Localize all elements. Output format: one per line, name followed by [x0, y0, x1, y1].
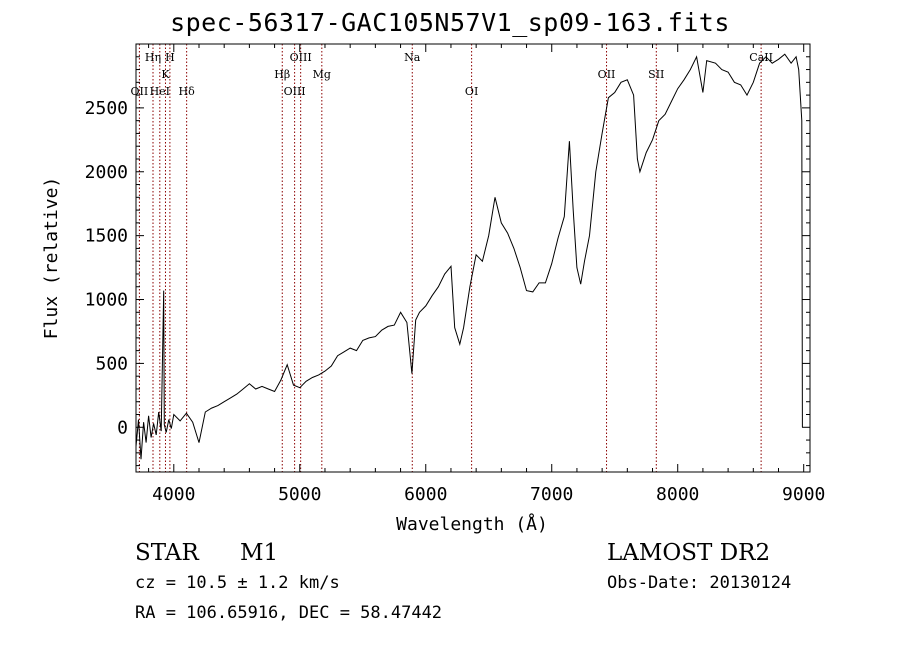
- spectrum-line: [135, 53, 803, 460]
- y-tick-label-1: 500: [95, 353, 128, 374]
- y-tick-label-2: 1000: [85, 290, 128, 311]
- y-tick-label-4: 2000: [85, 162, 128, 183]
- line-label-0: OII: [131, 85, 149, 98]
- line-label-9: Mg: [313, 68, 331, 81]
- line-markers: [138, 44, 762, 472]
- x-tick-label-5: 9000: [782, 484, 825, 505]
- plot-frame: [135, 43, 811, 473]
- line-label-8: OIII: [290, 51, 312, 64]
- x-tick-label-4: 8000: [656, 484, 699, 505]
- x-tick-label-2: 6000: [404, 484, 447, 505]
- y-tick-label-5: 2500: [85, 98, 128, 119]
- x-tick-label-1: 5000: [278, 484, 321, 505]
- observation-date: Obs-Date: 20130124: [607, 573, 792, 593]
- line-label-14: CaII: [749, 51, 773, 64]
- x-tick-label-3: 7000: [530, 484, 573, 505]
- chart-title: spec-56317-GAC105N57V1_sp09-163.fits: [170, 8, 730, 37]
- y-tick-label-0: 0: [117, 417, 128, 438]
- sky-coordinates: RA = 106.65916, DEC = 58.47442: [135, 603, 443, 623]
- y-ticks: 0 500 1000 1500 2000 2500: [85, 56, 810, 467]
- line-label-1: Hη: [145, 51, 161, 64]
- object-subclass: M1: [240, 540, 279, 566]
- line-label-5: Hδ: [179, 85, 196, 98]
- line-label-11: OI: [465, 85, 478, 98]
- line-label-6: Hβ: [274, 68, 290, 81]
- line-label-10: Na: [404, 51, 421, 64]
- line-label-3: K: [161, 68, 170, 81]
- y-axis-label: Flux (relative): [41, 177, 62, 340]
- x-axis-label: Wavelength (Å): [396, 513, 548, 535]
- object-class: STAR: [135, 540, 199, 566]
- line-label-12: OII: [598, 68, 616, 81]
- survey-name: LAMOST DR2: [607, 540, 771, 566]
- line-label-7: OIII: [284, 85, 306, 98]
- line-label-2: HeI: [150, 85, 170, 98]
- x-ticks: 4000 5000 6000 7000 8000 9000: [148, 44, 825, 505]
- y-tick-label-3: 1500: [85, 226, 128, 247]
- line-label-4: H: [165, 51, 175, 64]
- line-label-13: SII: [648, 68, 664, 81]
- x-tick-label-0: 4000: [152, 484, 195, 505]
- redshift-cz: cz = 10.5 ± 1.2 km/s: [135, 573, 340, 593]
